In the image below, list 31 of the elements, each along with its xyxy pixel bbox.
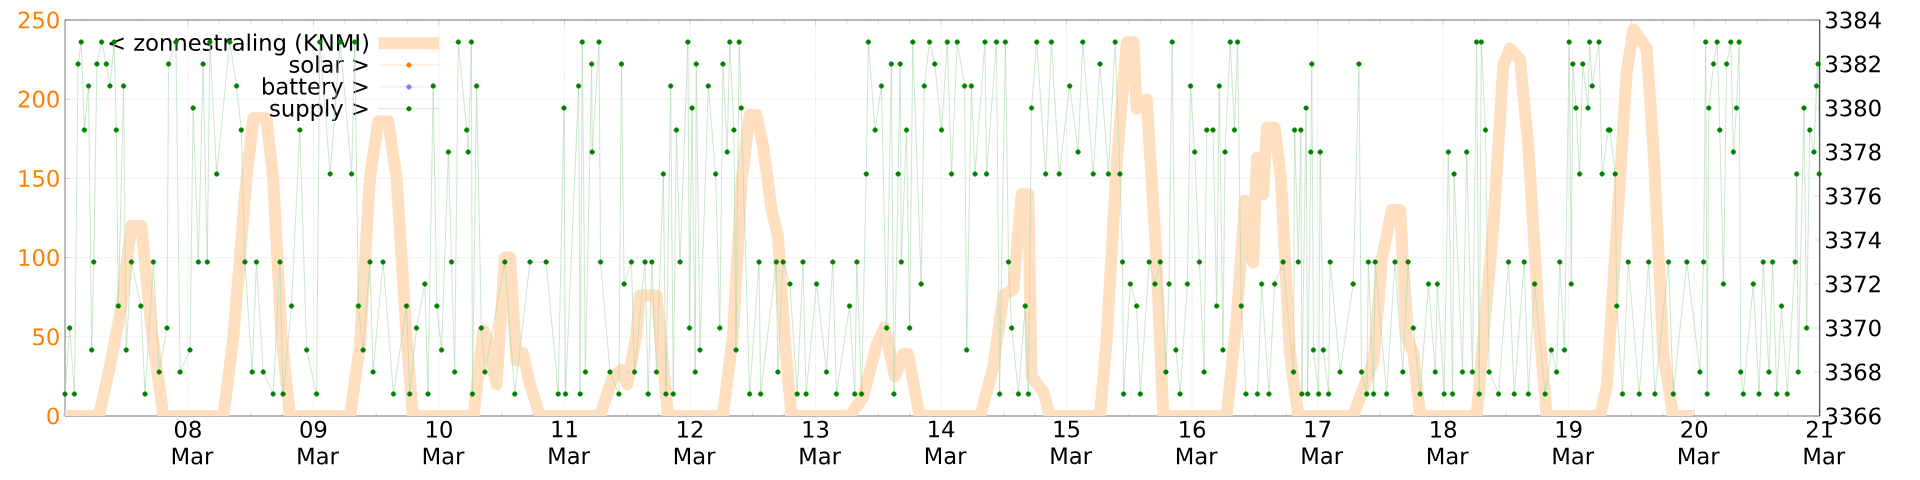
y2-tick-label: 3368: [1826, 363, 1881, 381]
y2-tick-label: 3376: [1826, 187, 1881, 205]
x-tick-label: 15 Mar: [1051, 420, 1093, 465]
x-tick-label: 20 Mar: [1679, 420, 1720, 465]
x-tick-label: 13 Mar: [800, 420, 841, 465]
x-tick-label: 10 Mar: [423, 420, 465, 465]
x-tick-label: 12 Mar: [674, 420, 716, 465]
y-tick-label: 200: [18, 90, 59, 108]
y2-tick-label: 3370: [1826, 319, 1881, 337]
legend-label: solar >: [289, 55, 368, 73]
y-tick-label: 100: [19, 249, 59, 267]
x-tick-label: 09 Mar: [298, 420, 339, 465]
y2-tick-label: 3378: [1826, 143, 1881, 161]
y2-tick-label: 3374: [1826, 231, 1881, 249]
y-tick-label: 150: [19, 169, 59, 187]
x-tick-label: 16 Mar: [1176, 420, 1218, 465]
y2-tick-label: 3384: [1826, 11, 1881, 29]
x-tick-label: 14 Mar: [925, 420, 967, 465]
x-tick-label: 08 Mar: [172, 420, 214, 465]
y2-tick-label: 3380: [1826, 99, 1881, 117]
legend-label: supply >: [270, 99, 368, 122]
y2-tick-label: 3372: [1826, 275, 1880, 293]
y-tick-label: 250: [18, 11, 59, 29]
y-tick-label: 0: [47, 407, 59, 425]
x-tick-label: 17 Mar: [1302, 420, 1344, 465]
x-tick-label: 18 Mar: [1428, 420, 1469, 465]
y2-tick-label: 3382: [1826, 55, 1880, 73]
x-tick-label: 11 Mar: [549, 420, 590, 465]
legend-label: battery >: [263, 77, 368, 100]
x-tick-label: 19 Mar: [1553, 420, 1595, 465]
y-tick-label: 50: [33, 328, 59, 346]
